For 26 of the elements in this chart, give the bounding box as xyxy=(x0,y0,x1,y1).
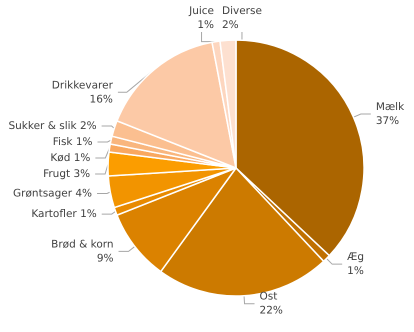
slice-label: Frugt xyxy=(43,168,70,180)
slice-label: Kartofler xyxy=(31,208,78,220)
slice-label: Kød xyxy=(50,152,70,164)
data-label: 1% xyxy=(74,152,90,164)
data-label: 1% xyxy=(76,136,93,148)
data-label: 4% xyxy=(75,187,92,200)
data-label: 3% xyxy=(73,168,90,180)
data-label: 1% xyxy=(197,19,214,31)
data-label: 1% xyxy=(80,208,97,220)
slice-label: Juice xyxy=(188,5,214,17)
slice-label: Drikkevarer xyxy=(52,79,114,92)
data-label: 2% xyxy=(80,120,97,132)
slice-label: Grøntsager xyxy=(13,187,73,200)
data-label: 2% xyxy=(222,19,239,31)
slice-label: Ost xyxy=(260,290,278,303)
slice-label: Mælk xyxy=(376,100,406,113)
data-label: 1% xyxy=(347,265,364,278)
slice-label: Brød & korn xyxy=(51,238,114,250)
slice-label: Æg xyxy=(347,251,364,264)
data-label: 37% xyxy=(376,114,400,127)
slice-label: Fisk xyxy=(52,136,74,148)
data-label: 9% xyxy=(96,252,114,264)
data-label: 16% xyxy=(90,93,113,106)
slice-label: Sukker & slik xyxy=(8,120,78,132)
slice-label: Diverse xyxy=(222,5,262,17)
data-label: 22% xyxy=(260,304,283,317)
